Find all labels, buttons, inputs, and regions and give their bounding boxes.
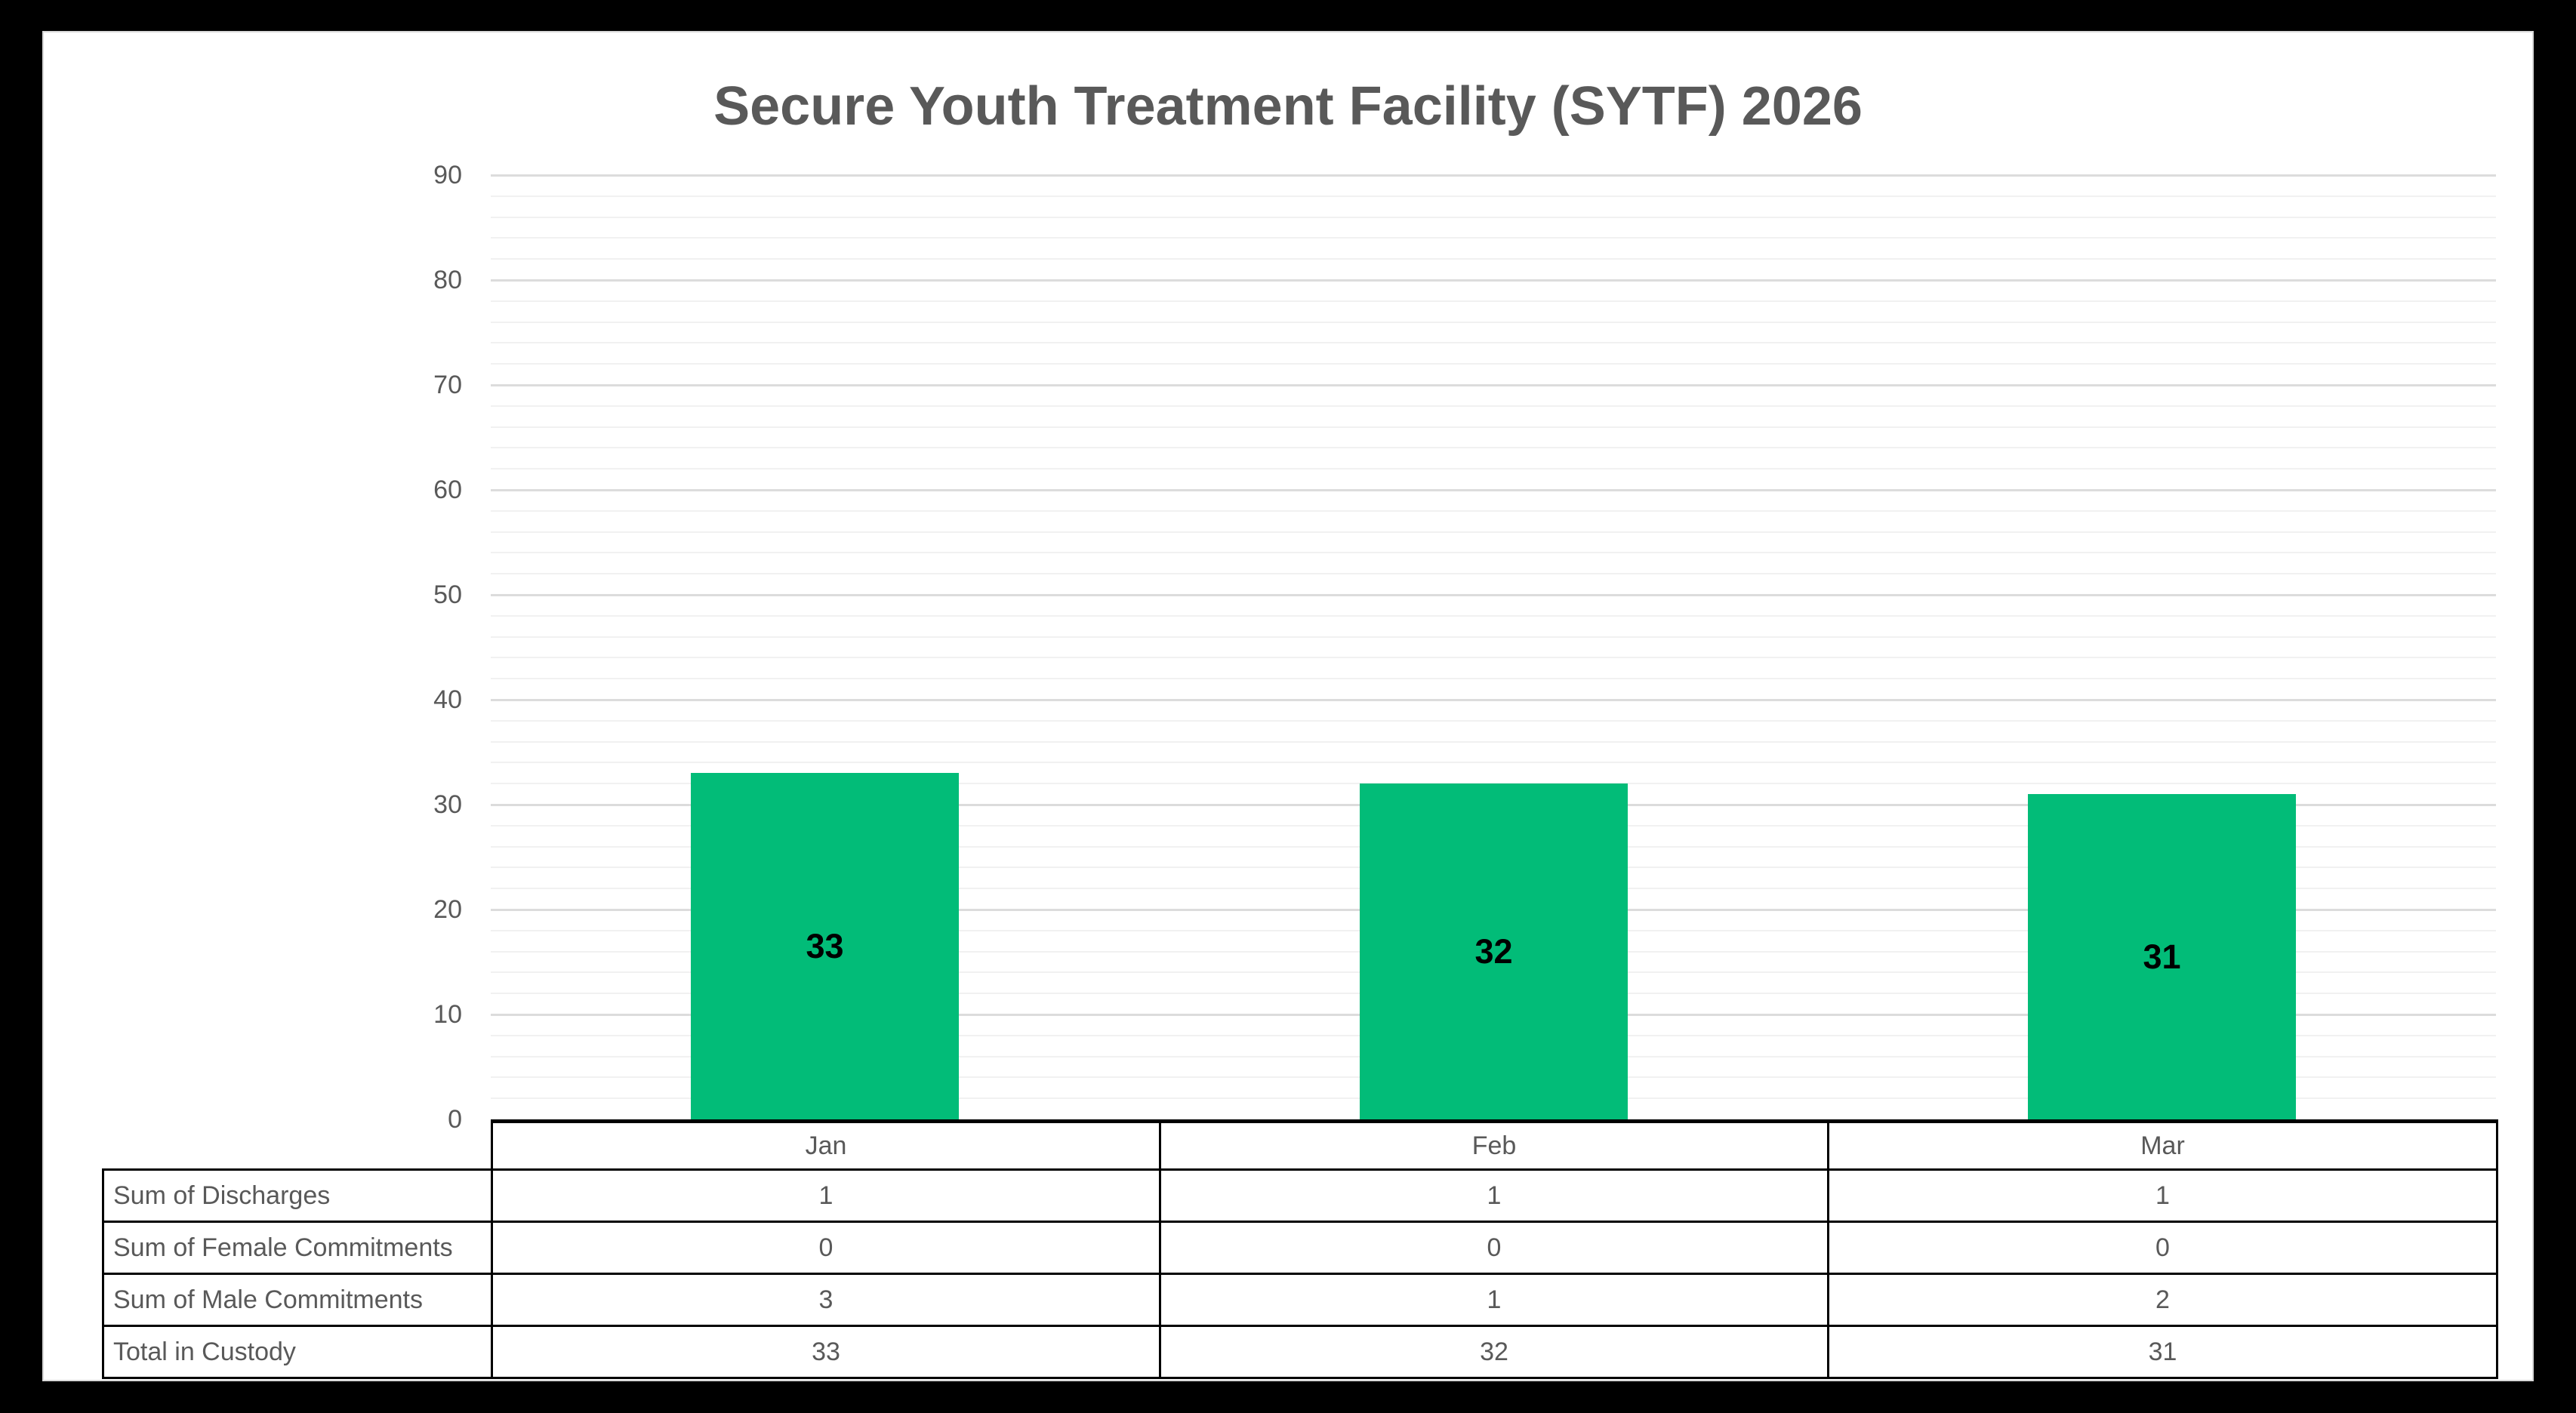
table-row: Sum of Female Commitments 0 0 0 bbox=[102, 1221, 2498, 1275]
minor-gridline bbox=[491, 258, 2496, 260]
table-row: Total in Custody 33 32 31 bbox=[102, 1325, 2498, 1379]
row-label-cell: Total in Custody bbox=[102, 1325, 493, 1379]
y-tick-label: 40 bbox=[433, 685, 462, 714]
minor-gridline bbox=[491, 342, 2496, 343]
table-value-cell: 1 bbox=[1159, 1273, 1829, 1327]
minor-gridline bbox=[491, 217, 2496, 218]
minor-gridline bbox=[491, 468, 2496, 469]
major-gridline bbox=[491, 594, 2496, 596]
minor-gridline bbox=[491, 531, 2496, 533]
table-header-cell: Mar bbox=[1827, 1119, 2498, 1171]
y-tick-label: 20 bbox=[433, 895, 462, 924]
minor-gridline bbox=[491, 636, 2496, 638]
minor-gridline bbox=[491, 615, 2496, 617]
y-tick-label: 50 bbox=[433, 580, 462, 609]
minor-gridline bbox=[491, 678, 2496, 679]
minor-gridline bbox=[491, 447, 2496, 448]
major-gridline bbox=[491, 699, 2496, 701]
minor-gridline bbox=[491, 300, 2496, 302]
minor-gridline bbox=[491, 741, 2496, 743]
table-value-cell: 33 bbox=[491, 1325, 1161, 1379]
table-value-cell: 0 bbox=[1827, 1221, 2498, 1275]
table-value-cell: 2 bbox=[1827, 1273, 2498, 1327]
bar-value-label: 32 bbox=[1474, 931, 1513, 971]
table-value-cell: 1 bbox=[491, 1168, 1161, 1223]
y-tick-label: 30 bbox=[433, 790, 462, 819]
y-tick-label: 10 bbox=[433, 1000, 462, 1029]
major-gridline bbox=[491, 489, 2496, 491]
table-value-cell: 0 bbox=[1159, 1221, 1829, 1275]
table-header-cell: Feb bbox=[1159, 1119, 1829, 1171]
table-value-cell: 0 bbox=[491, 1221, 1161, 1275]
bar-feb: 32 bbox=[1360, 783, 1628, 1119]
major-gridline bbox=[491, 279, 2496, 282]
row-label-cell: Sum of Discharges bbox=[102, 1168, 493, 1223]
table-header-cell: Jan bbox=[491, 1119, 1161, 1171]
minor-gridline bbox=[491, 657, 2496, 658]
minor-gridline bbox=[491, 720, 2496, 722]
row-label-cell: Sum of Male Commitments bbox=[102, 1273, 493, 1327]
chart-canvas: Secure Youth Treatment Facility (SYTF) 2… bbox=[42, 31, 2534, 1381]
minor-gridline bbox=[491, 552, 2496, 553]
y-tick-label: 60 bbox=[433, 476, 462, 504]
table-value-cell: 31 bbox=[1827, 1325, 2498, 1379]
bar-value-label: 31 bbox=[2143, 937, 2181, 976]
chart-title: Secure Youth Treatment Facility (SYTF) 2… bbox=[713, 76, 1863, 137]
y-tick-label: 80 bbox=[433, 266, 462, 294]
row-label-cell: Sum of Female Commitments bbox=[102, 1221, 493, 1275]
minor-gridline bbox=[491, 573, 2496, 574]
bar-mar: 31 bbox=[2028, 794, 2296, 1119]
bar-jan: 33 bbox=[691, 773, 959, 1119]
minor-gridline bbox=[491, 405, 2496, 407]
table-row: Sum of Male Commitments 3 1 2 bbox=[102, 1273, 2498, 1327]
y-tick-label: 70 bbox=[433, 371, 462, 399]
table-row: Sum of Discharges 1 1 1 bbox=[102, 1168, 2498, 1223]
table-value-cell: 32 bbox=[1159, 1325, 1829, 1379]
minor-gridline bbox=[491, 322, 2496, 323]
minor-gridline bbox=[491, 363, 2496, 365]
y-tick-label: 90 bbox=[433, 161, 462, 189]
minor-gridline bbox=[491, 510, 2496, 512]
table-value-cell: 1 bbox=[1159, 1168, 1829, 1223]
minor-gridline bbox=[491, 237, 2496, 239]
table-value-cell: 1 bbox=[1827, 1168, 2498, 1223]
table-value-cell: 3 bbox=[491, 1273, 1161, 1327]
plot-area: 33 32 31 bbox=[491, 174, 2496, 1119]
chart-data-table: Jan Feb Mar Sum of Discharges 1 1 1 Sum of Fema… bbox=[102, 1119, 2498, 1379]
table-ghost-cell bbox=[103, 1121, 493, 1171]
major-gridline bbox=[491, 174, 2496, 177]
table-header-row: Jan Feb Mar bbox=[103, 1119, 2498, 1171]
minor-gridline bbox=[491, 195, 2496, 197]
bar-value-label: 33 bbox=[806, 926, 844, 965]
minor-gridline bbox=[491, 762, 2496, 763]
major-gridline bbox=[491, 384, 2496, 386]
minor-gridline bbox=[491, 426, 2496, 428]
